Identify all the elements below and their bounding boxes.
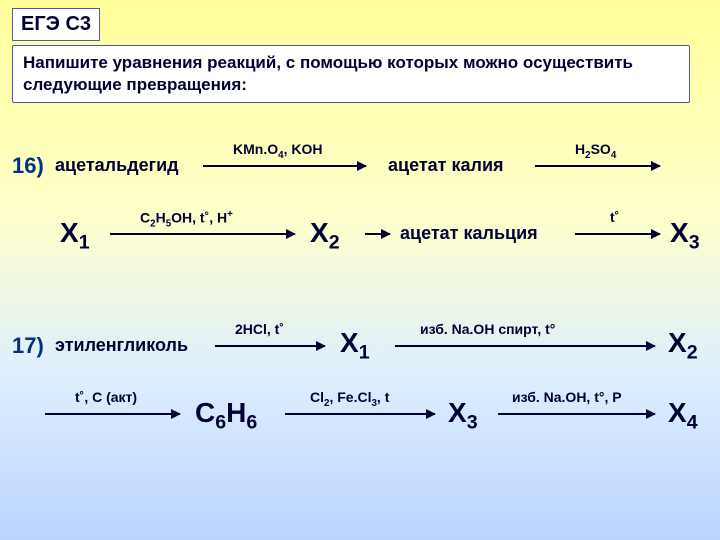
content-area: 16) ацетальдегид KMn.O4, KOH ацетат кали… <box>0 133 720 453</box>
intermediate-x1: X1 <box>60 217 90 255</box>
condition-cl2-fecl3: Cl2, Fe.Cl3, t <box>310 389 389 409</box>
product-benzene: C6H6 <box>195 397 257 435</box>
condition-c2h5oh: C2H5OH, t˚, H+ <box>140 209 233 229</box>
intermediate-x2: X2 <box>310 217 340 255</box>
problem-16-line-1: 16) ацетальдегид KMn.O4, KOH ацетат кали… <box>0 133 720 203</box>
condition-h2so4: H2SO4 <box>575 141 616 161</box>
problem-17-line-1: 17) этиленгликоль 2HCl, t˚ X1 изб. Na.OH… <box>0 313 720 383</box>
arrow-icon <box>498 413 655 415</box>
arrow-icon <box>575 233 660 235</box>
arrow-icon <box>395 345 655 347</box>
condition-c-act: t˚, C (акт) <box>75 389 137 405</box>
intermediate-x3-17: X3 <box>448 397 478 435</box>
problem-number-16: 16) <box>12 153 44 179</box>
condition-naoh-alcohol: изб. Na.OH спирт, t° <box>420 321 555 337</box>
intermediate-x4-17: X4 <box>668 397 698 435</box>
product-calcium-acetate: ацетат кальция <box>400 223 538 244</box>
reactant-ethylene-glycol: этиленгликоль <box>55 335 188 356</box>
condition-kmno4-koh: KMn.O4, KOH <box>233 141 322 161</box>
arrow-icon <box>215 345 325 347</box>
intermediate-x3: X3 <box>670 217 700 255</box>
reactant-acetaldehyde: ацетальдегид <box>55 155 179 176</box>
arrow-icon <box>110 233 295 235</box>
arrow-icon <box>535 165 660 167</box>
problem-number-17: 17) <box>12 333 44 359</box>
arrow-icon <box>203 165 366 167</box>
problem-16-line-2: X1 C2H5OH, t˚, H+ X2 ацетат кальция t˚ X… <box>0 203 720 273</box>
arrow-icon <box>365 233 390 235</box>
arrow-icon <box>285 413 435 415</box>
intermediate-x1-17: X1 <box>340 327 370 365</box>
intermediate-x2-17: X2 <box>668 327 698 365</box>
condition-temp: t˚ <box>610 209 619 225</box>
task-description: Напишите уравнения реакций, с помощью ко… <box>12 45 690 103</box>
condition-naoh-p: изб. Na.OH, t°, P <box>512 389 622 405</box>
header-badge: ЕГЭ С3 <box>12 8 100 41</box>
problem-17-line-2: t˚, C (акт) C6H6 Cl2, Fe.Cl3, t X3 изб. … <box>0 383 720 453</box>
arrow-icon <box>45 413 180 415</box>
product-potassium-acetate: ацетат калия <box>388 155 504 176</box>
condition-2hcl: 2HCl, t˚ <box>235 321 284 337</box>
